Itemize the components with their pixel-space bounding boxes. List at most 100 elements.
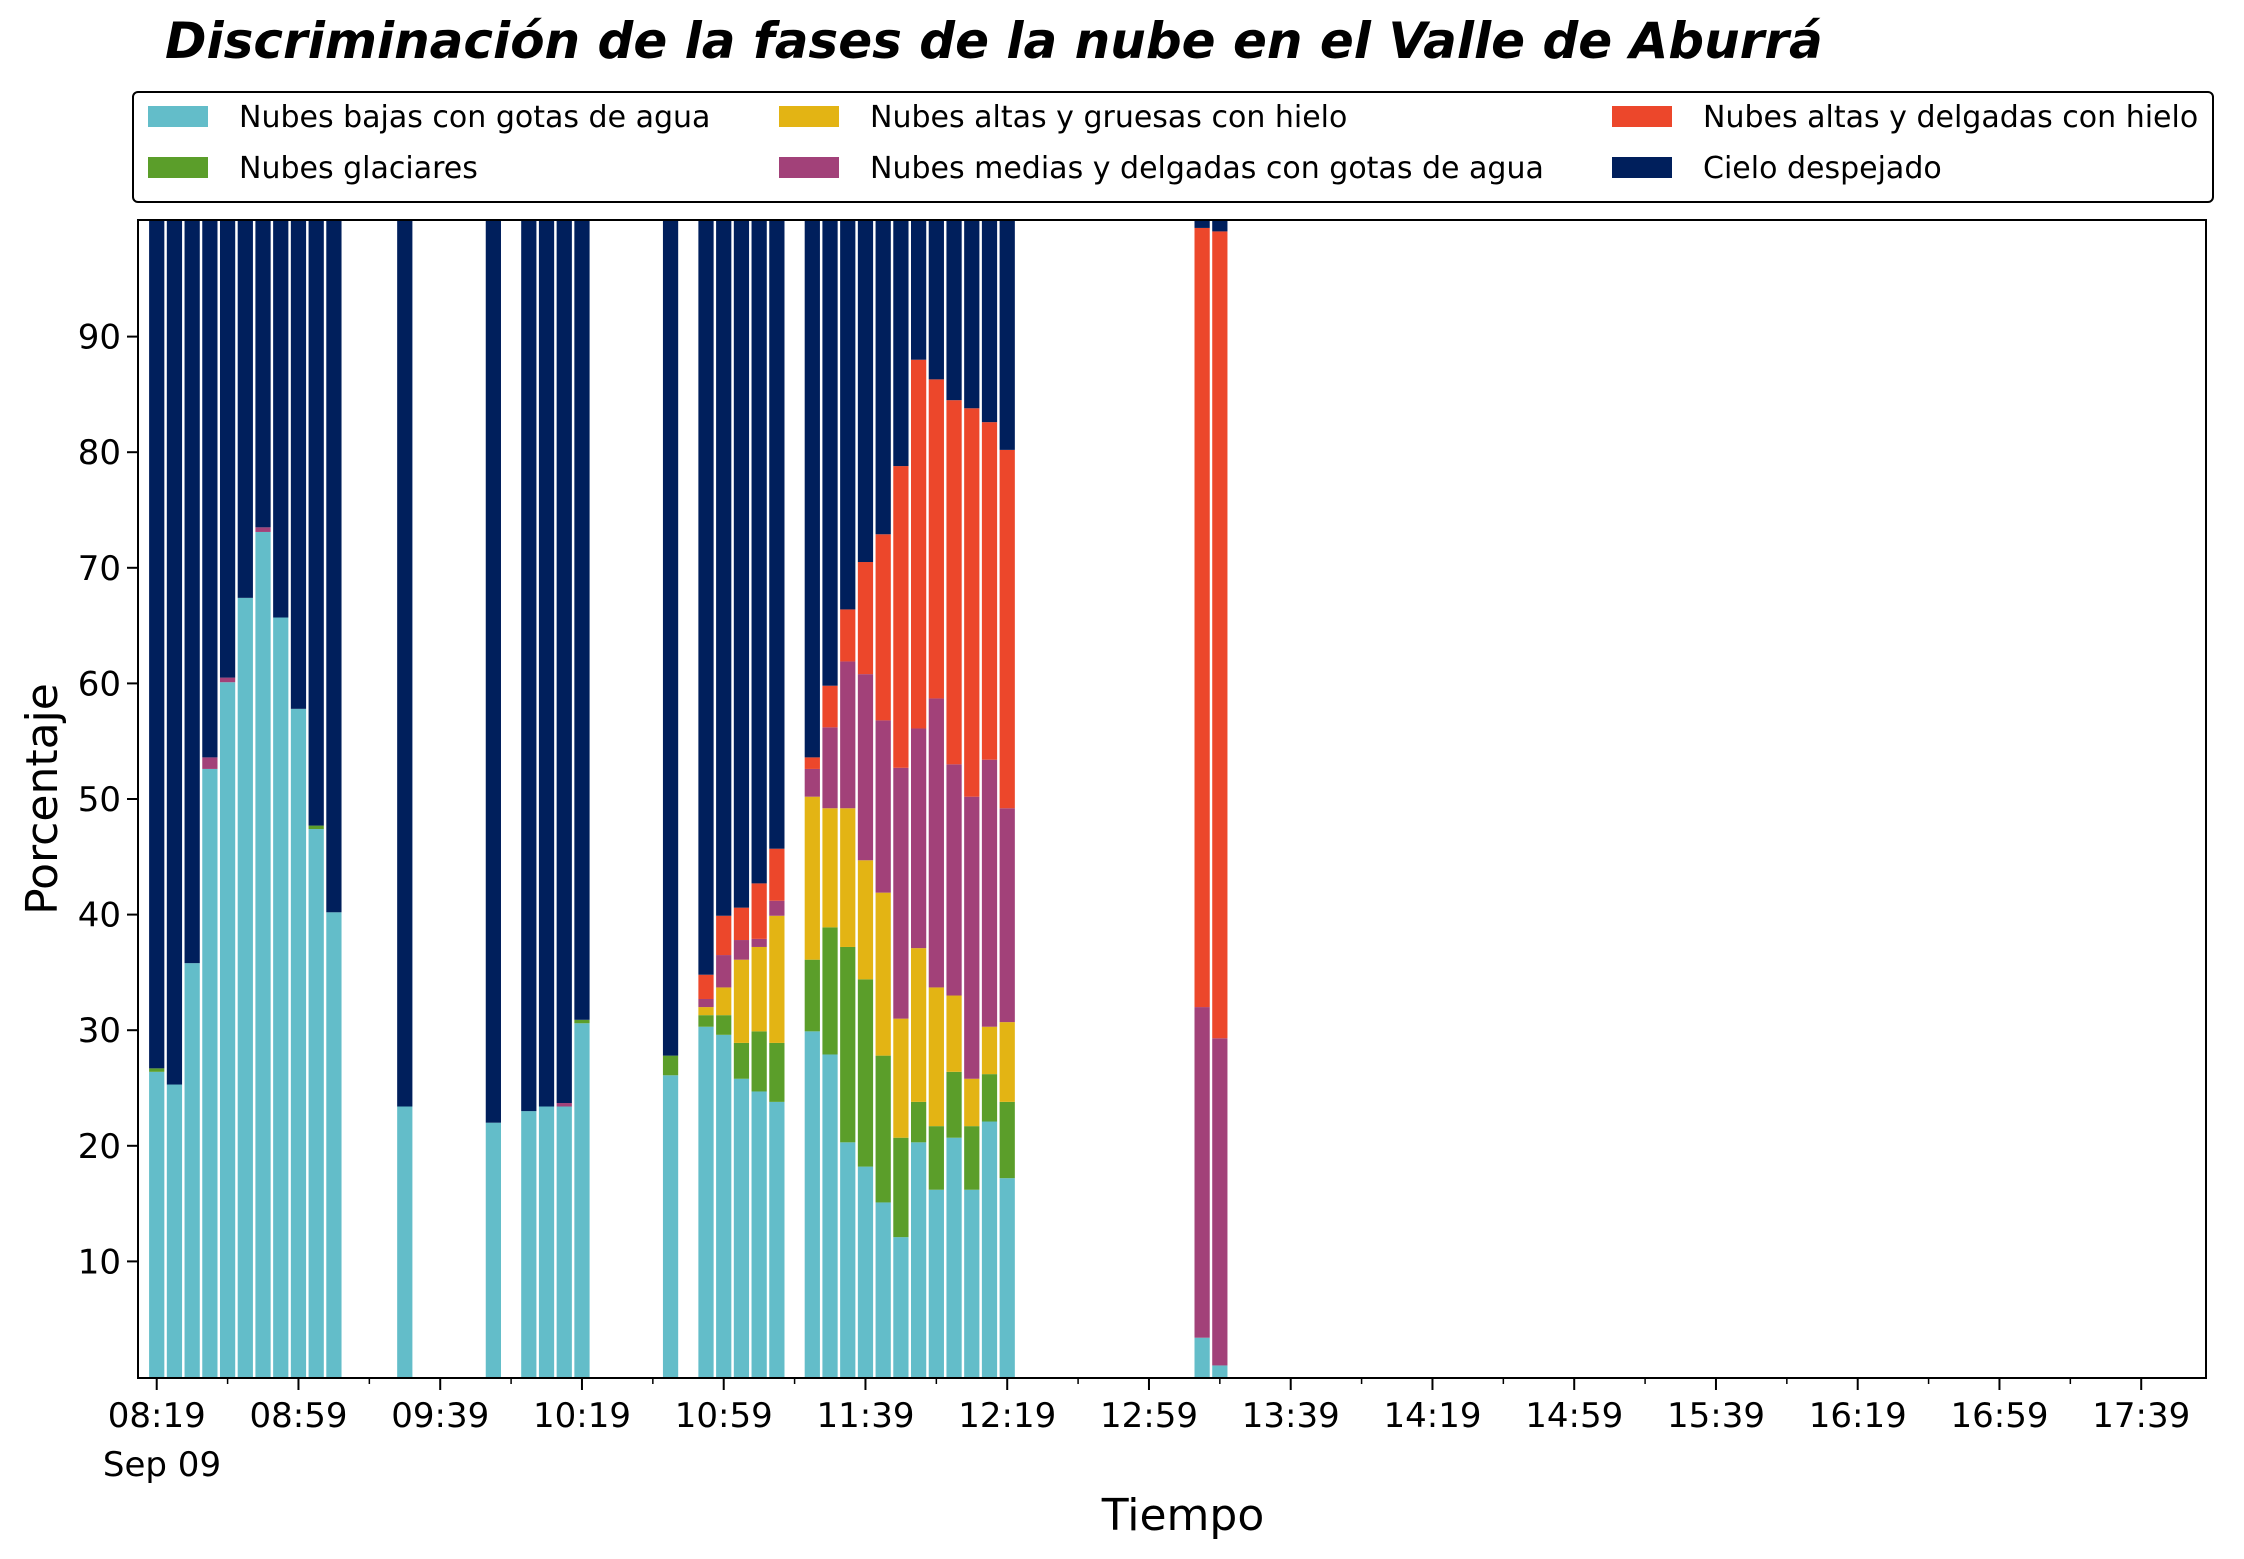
bar-nubes-bajas-con-gotas-de-agua-0929 [397,1107,412,1378]
legend-label-nubes-altas-y-gruesas-con-hielo: Nubes altas y gruesas con hielo [870,100,1347,135]
bar-cielo-despejado-1134 [840,221,855,609]
bar-nubes-bajas-con-gotas-de-agua-1019 [574,1023,589,1377]
x-tick-label-0859: 08:59 [249,1396,347,1436]
bar-nubes-medias-y-delgadas-con-gotas-de-agua-1219 [1000,808,1015,1022]
bar-cielo-despejado-1004 [521,221,536,1111]
x-tick-label-1019: 10:19 [533,1396,631,1436]
bar-nubes-bajas-con-gotas-de-agua-1004 [521,1111,536,1377]
bar-nubes-glaciares-1209 [964,1126,979,1190]
y-axis: 10 20 30 40 50 60 70 80 90 [78,318,138,1283]
bar-nubes-altas-y-delgadas-con-hielo-1109 [752,883,767,938]
bar-cielo-despejado-1139 [858,221,873,562]
bar-nubes-bajas-con-gotas-de-agua-0844 [238,598,253,1377]
bar-nubes-medias-y-delgadas-con-gotas-de-agua-1144 [876,720,891,892]
bar-nubes-altas-y-delgadas-con-hielo-1214 [982,422,997,760]
bar-nubes-glaciares-1114 [769,1043,784,1102]
bar-nubes-altas-y-delgadas-con-hielo-1134 [840,609,855,661]
bar-nubes-medias-y-delgadas-con-gotas-de-agua-1314 [1195,1007,1210,1338]
bar-nubes-glaciares-1159 [929,1126,944,1190]
bar-nubes-altas-y-delgadas-con-hielo-1129 [822,686,837,728]
bar-nubes-altas-y-delgadas-con-hielo-1139 [858,562,873,674]
bar-nubes-altas-y-gruesas-con-hielo-1114 [769,916,784,1043]
bar-nubes-glaciares-1044 [663,1056,678,1076]
bar-cielo-despejado-1219 [1000,221,1015,450]
bar-cielo-despejado-1129 [822,221,837,686]
x-axis: 08:19 08:59 09:39 10:19 10:59 11:39 12:19 12:59… [108,1378,2190,1436]
x-tick-label-1339: 13:39 [1242,1396,1340,1436]
bar-nubes-bajas-con-gotas-de-agua-0819 [149,1072,164,1377]
chart: Discriminación de la fases de la nube en… [0,0,2244,1559]
bar-cielo-despejado-0909 [326,221,341,912]
bar-cielo-despejado-1149 [893,221,908,466]
bar-cielo-despejado-0829 [185,221,200,963]
bar-nubes-altas-y-gruesas-con-hielo-1124 [805,797,820,960]
bar-nubes-altas-y-delgadas-con-hielo-1314 [1195,228,1210,1007]
bar-nubes-bajas-con-gotas-de-agua-0829 [185,963,200,1377]
bar-nubes-glaciares-1059 [716,1015,731,1035]
bar-nubes-medias-y-delgadas-con-gotas-de-agua-1014 [557,1103,572,1106]
legend-swatch-nubes-altas-y-delgadas-con-hielo [1612,106,1672,127]
legend-label-nubes-medias-y-delgadas-con-gotas-de-agua: Nubes medias y delgadas con gotas de agu… [870,151,1544,186]
bar-nubes-bajas-con-gotas-de-agua-1124 [805,1031,820,1377]
bar-nubes-altas-y-gruesas-con-hielo-1214 [982,1027,997,1074]
bar-nubes-glaciares-0819 [149,1068,164,1071]
bar-nubes-medias-y-delgadas-con-gotas-de-agua-1319 [1212,1038,1227,1365]
bar-nubes-altas-y-gruesas-con-hielo-1154 [911,948,926,1102]
bar-nubes-glaciares-1124 [805,960,820,1032]
bar-nubes-bajas-con-gotas-de-agua-1149 [893,1237,908,1377]
bar-cielo-despejado-1009 [539,221,554,1107]
legend-label-cielo-despejado: Cielo despejado [1703,151,1942,186]
bar-nubes-medias-y-delgadas-con-gotas-de-agua-1124 [805,769,820,797]
bar-nubes-altas-y-delgadas-con-hielo-1104 [734,908,749,940]
bar-cielo-despejado-1209 [964,221,979,408]
y-tick-label-90: 90 [78,318,121,358]
bar-nubes-bajas-con-gotas-de-agua-0859 [291,709,306,1377]
x-tick-label-1459: 14:59 [1525,1396,1623,1436]
bar-nubes-medias-y-delgadas-con-gotas-de-agua-1149 [893,768,908,1019]
bar-cielo-despejado-1159 [929,221,944,379]
y-tick-label-20: 20 [78,1127,121,1167]
plot-frame [138,220,2206,1378]
x-tick-label-1739: 17:39 [2092,1396,2190,1436]
bar-cielo-despejado-0929 [397,221,412,1107]
bar-nubes-bajas-con-gotas-de-agua-0824 [167,1085,182,1377]
bar-nubes-medias-y-delgadas-con-gotas-de-agua-1139 [858,674,873,860]
bar-cielo-despejado-1044 [663,221,678,1056]
bar-nubes-medias-y-delgadas-con-gotas-de-agua-1109 [752,939,767,947]
x-tick-label-0939: 09:39 [391,1396,489,1436]
bar-nubes-glaciares-1109 [752,1031,767,1091]
bar-nubes-medias-y-delgadas-con-gotas-de-agua-0834 [202,757,217,769]
bar-nubes-glaciares-1129 [822,927,837,1054]
y-tick-label-70: 70 [78,549,121,589]
bar-nubes-altas-y-delgadas-con-hielo-1149 [893,466,908,768]
chart-title: Discriminación de la fases de la nube en… [165,12,1823,70]
x-axis-label: Tiempo [1101,1490,1265,1541]
legend-swatch-nubes-bajas-con-gotas-de-agua [148,106,208,127]
bar-nubes-altas-y-gruesas-con-hielo-1144 [876,893,891,1056]
bar-nubes-bajas-con-gotas-de-agua-0954 [486,1123,501,1377]
x-tick-label-1419: 14:19 [1383,1396,1481,1436]
bar-nubes-glaciares-1139 [858,979,873,1166]
bar-cielo-despejado-1019 [574,221,589,1020]
bar-nubes-altas-y-delgadas-con-hielo-1219 [1000,450,1015,808]
bar-nubes-glaciares-1054 [698,1015,713,1027]
bar-nubes-bajas-con-gotas-de-agua-0839 [220,682,235,1377]
bar-nubes-medias-y-delgadas-con-gotas-de-agua-1214 [982,760,997,1027]
bar-nubes-medias-y-delgadas-con-gotas-de-agua-0839 [220,678,235,683]
bar-nubes-bajas-con-gotas-de-agua-0834 [202,769,217,1377]
legend-swatch-nubes-glaciares [148,157,208,178]
bar-nubes-altas-y-gruesas-con-hielo-1159 [929,987,944,1126]
bar-nubes-glaciares-1219 [1000,1102,1015,1178]
bar-nubes-altas-y-gruesas-con-hielo-1139 [858,860,873,979]
bar-cielo-despejado-0849 [255,221,270,527]
bar-nubes-bajas-con-gotas-de-agua-1214 [982,1122,997,1377]
y-tick-label-10: 10 [78,1242,121,1282]
bar-nubes-glaciares-1154 [911,1102,926,1142]
bar-cielo-despejado-0904 [309,221,324,826]
bar-nubes-altas-y-gruesas-con-hielo-1204 [946,996,961,1072]
bar-nubes-bajas-con-gotas-de-agua-1109 [752,1091,767,1377]
bar-nubes-bajas-con-gotas-de-agua-0854 [273,618,288,1377]
bar-nubes-medias-y-delgadas-con-gotas-de-agua-1154 [911,728,926,948]
bar-nubes-bajas-con-gotas-de-agua-1209 [964,1190,979,1377]
bar-nubes-medias-y-delgadas-con-gotas-de-agua-1204 [946,764,961,995]
